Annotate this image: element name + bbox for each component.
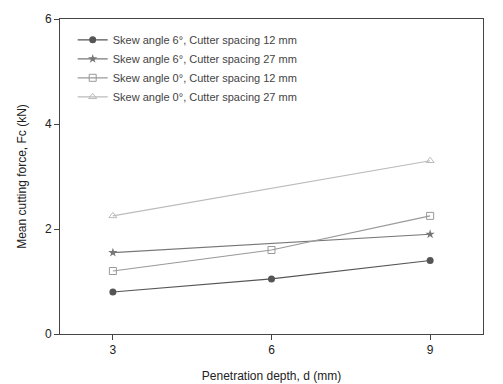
svg-text:0: 0 [45, 327, 52, 341]
svg-text:Penetration depth, d (mm): Penetration depth, d (mm) [202, 369, 341, 383]
svg-text:Skew angle 6°, Cutter spacing: Skew angle 6°, Cutter spacing 27 mm [113, 53, 297, 65]
svg-text:Skew angle 0°, Cutter spacing: Skew angle 0°, Cutter spacing 27 mm [113, 91, 297, 103]
svg-text:4: 4 [45, 117, 52, 131]
svg-text:6: 6 [45, 12, 52, 26]
svg-text:2: 2 [45, 222, 52, 236]
svg-text:Skew angle 0°, Cutter spacing: Skew angle 0°, Cutter spacing 12 mm [113, 72, 297, 84]
svg-text:6: 6 [268, 343, 275, 357]
svg-text:Mean cutting force, Fc (kN): Mean cutting force, Fc (kN) [15, 104, 29, 249]
svg-text:Skew angle 6°, Cutter spacing: Skew angle 6°, Cutter spacing 12 mm [113, 34, 297, 46]
svg-text:9: 9 [427, 343, 434, 357]
svg-text:3: 3 [110, 343, 117, 357]
